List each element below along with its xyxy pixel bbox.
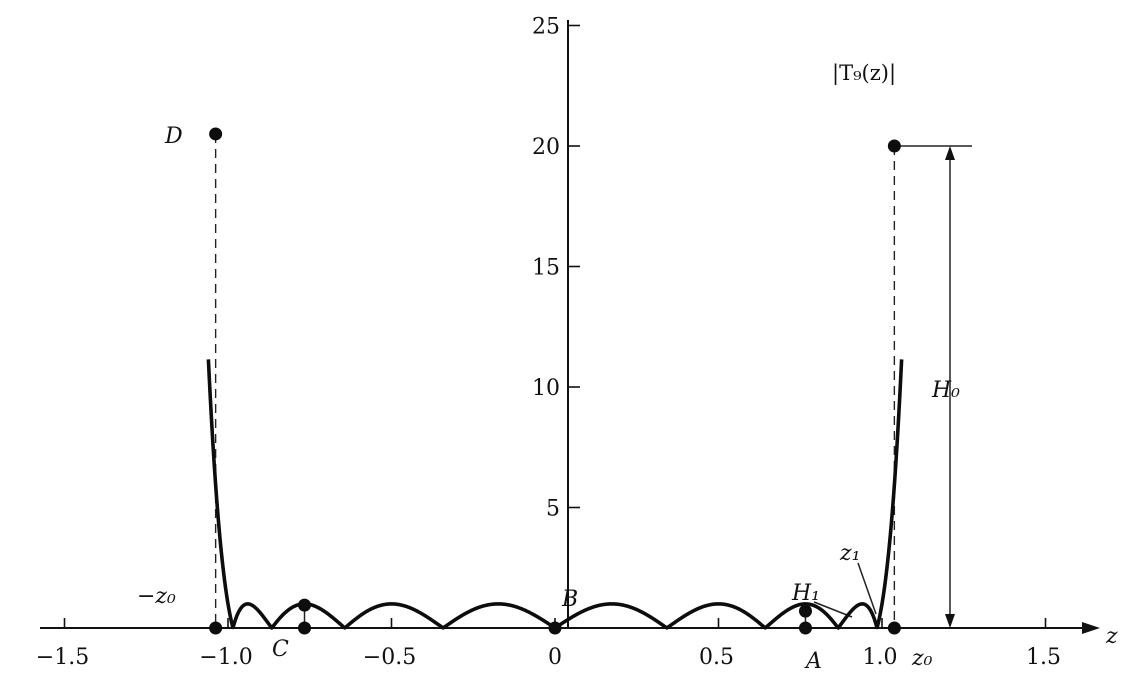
z1-pointer xyxy=(857,562,877,615)
label-B: B xyxy=(561,587,578,612)
x-ticks: −1.5 −1.0 −0.5 0 0.5 1.0 1.5 xyxy=(36,618,1061,670)
x-tick-label: 0 xyxy=(548,645,562,670)
label-A: A xyxy=(804,649,822,673)
y-tick-label: 15 xyxy=(532,256,560,281)
marked-points xyxy=(209,127,901,635)
x-tick-label: 1.0 xyxy=(863,645,898,670)
point xyxy=(887,621,901,635)
x-tick-label: −1.5 xyxy=(36,645,89,670)
y-tick-label: 10 xyxy=(532,376,560,401)
y-tick-label: 5 xyxy=(546,497,560,522)
label-C: C xyxy=(272,637,289,662)
y-tick-label: 20 xyxy=(532,135,560,160)
label-z1: z₁ xyxy=(839,541,860,566)
label-D: D xyxy=(164,124,183,149)
point xyxy=(298,598,312,612)
point-D xyxy=(209,127,223,141)
H0-arrowhead-top xyxy=(945,146,955,160)
y-tick-label: 25 xyxy=(532,15,560,40)
function-label: |T₉(z)| xyxy=(832,61,896,86)
label-H1: H₁ xyxy=(791,581,820,606)
point xyxy=(209,621,223,635)
x-tick-label: 1.5 xyxy=(1026,645,1061,670)
H0-arrowhead-bottom xyxy=(945,614,955,628)
H1-pointer xyxy=(813,601,853,618)
x-axis-arrowhead xyxy=(1082,622,1100,634)
x-axis-label: z xyxy=(1105,624,1118,649)
point xyxy=(887,139,901,153)
point-C xyxy=(298,621,312,635)
point xyxy=(798,604,812,618)
label-z0: z₀ xyxy=(911,646,933,671)
label-H0: H₀ xyxy=(931,378,960,403)
x-tick-label: 0.5 xyxy=(699,645,734,670)
label-neg-z0: −z₀ xyxy=(137,584,176,609)
point-B xyxy=(548,621,562,635)
point-A xyxy=(798,621,812,635)
y-ticks: 5 10 15 20 25 xyxy=(532,15,580,522)
x-tick-label: −0.5 xyxy=(363,645,416,670)
x-tick-label: −1.0 xyxy=(199,645,252,670)
axes xyxy=(40,20,1100,634)
